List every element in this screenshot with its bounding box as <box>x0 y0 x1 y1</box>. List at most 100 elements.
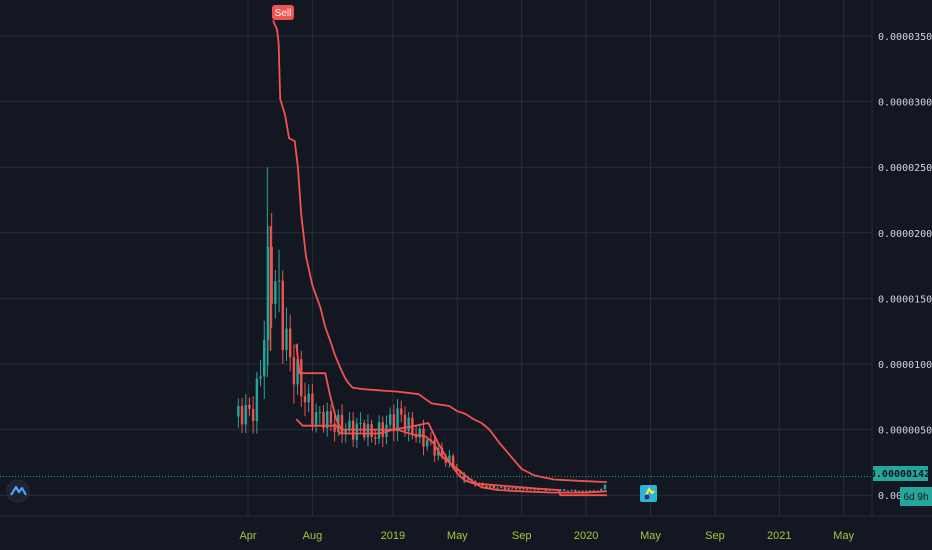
band-upper-band <box>272 19 608 483</box>
candle-body <box>592 490 596 492</box>
candle-body <box>326 410 329 429</box>
candle-body <box>537 489 540 491</box>
x-tick-label: May <box>640 530 661 542</box>
candle-body <box>418 428 421 438</box>
candle-body <box>396 408 399 432</box>
x-tick-label: May <box>833 530 854 542</box>
candle-body <box>385 424 388 437</box>
band-mid-band <box>295 344 608 494</box>
candle-body <box>585 490 588 492</box>
candle-body <box>333 423 336 432</box>
x-tick-label: Aug <box>303 530 323 542</box>
candle-body <box>266 246 270 341</box>
grid <box>0 0 872 516</box>
candle-body <box>503 487 507 490</box>
trend-bands <box>272 19 608 497</box>
candle-body <box>577 490 581 492</box>
candle-body <box>307 393 310 403</box>
candle-body <box>518 487 521 490</box>
candle-body <box>274 281 277 304</box>
candle-body <box>563 489 566 491</box>
candle-body <box>288 328 292 358</box>
candle-body <box>500 487 503 489</box>
candle-body <box>314 412 318 425</box>
band-lower-band <box>295 418 607 497</box>
candle-body <box>340 414 344 434</box>
candle-body <box>318 411 322 413</box>
candle-body <box>603 484 607 490</box>
candle-body <box>322 411 325 429</box>
candle-body <box>440 447 444 457</box>
sell-flag-label: Sell <box>275 8 292 19</box>
candle-body <box>566 490 570 492</box>
x-tick-label: Sep <box>512 530 532 542</box>
candle-body <box>422 428 425 447</box>
candle-body <box>348 420 351 429</box>
candle-body <box>400 408 403 415</box>
candle-body <box>559 489 562 491</box>
svg-text:6d 9h: 6d 9h <box>903 492 928 503</box>
y-tick-label: 0.00000 <box>878 491 920 502</box>
sell-flag-box <box>272 5 294 20</box>
candle-body <box>296 359 299 385</box>
candle-body <box>344 428 347 434</box>
candle-body <box>507 487 510 490</box>
candle-body <box>259 376 262 379</box>
x-tick-label: Sep <box>705 530 725 542</box>
x-tick-label: May <box>447 530 468 542</box>
marker-icon[interactable] <box>640 485 657 502</box>
candle-body <box>285 328 288 351</box>
candle-body <box>388 414 392 425</box>
candle-body <box>451 455 455 468</box>
tradingview-logo-icon[interactable] <box>6 479 30 503</box>
candle-body <box>359 423 362 425</box>
candle-body <box>485 485 488 488</box>
candle-body <box>303 396 307 403</box>
candle-body <box>300 359 303 397</box>
candle-body <box>466 479 470 481</box>
candle-body <box>248 404 251 409</box>
candle-body <box>492 486 496 489</box>
candle-body <box>240 405 244 425</box>
countdown-badge: 6d 9h <box>900 487 932 506</box>
candle-body <box>281 280 284 351</box>
x-tick-label: Apr <box>239 530 256 542</box>
candle-body <box>574 490 577 492</box>
candle-body <box>463 473 466 481</box>
candle-body <box>488 486 492 488</box>
candle-body <box>581 490 584 492</box>
sell-signal[interactable]: Sell <box>272 5 294 20</box>
x-tick-label: 2019 <box>381 530 405 542</box>
candle-body <box>292 357 296 385</box>
candle-body <box>403 414 407 431</box>
candle-body <box>355 423 359 440</box>
candle-body <box>277 280 281 282</box>
candle-body <box>514 487 518 490</box>
svg-text:0.00000142: 0.00000142 <box>870 469 930 480</box>
candle-body <box>511 487 514 489</box>
candle-body <box>329 410 333 424</box>
candle-body <box>244 404 247 425</box>
candle-body <box>366 423 370 438</box>
candle-body <box>425 439 429 447</box>
candle-body <box>237 405 240 417</box>
candle-body <box>311 393 314 425</box>
candle-body <box>270 246 273 304</box>
candle-body <box>600 489 603 491</box>
axis-divider <box>0 0 932 517</box>
candle-body <box>525 489 529 491</box>
x-tick-label: 2020 <box>574 530 598 542</box>
candle-body <box>588 490 592 492</box>
candle-body <box>255 378 259 422</box>
candle-body <box>263 340 266 377</box>
